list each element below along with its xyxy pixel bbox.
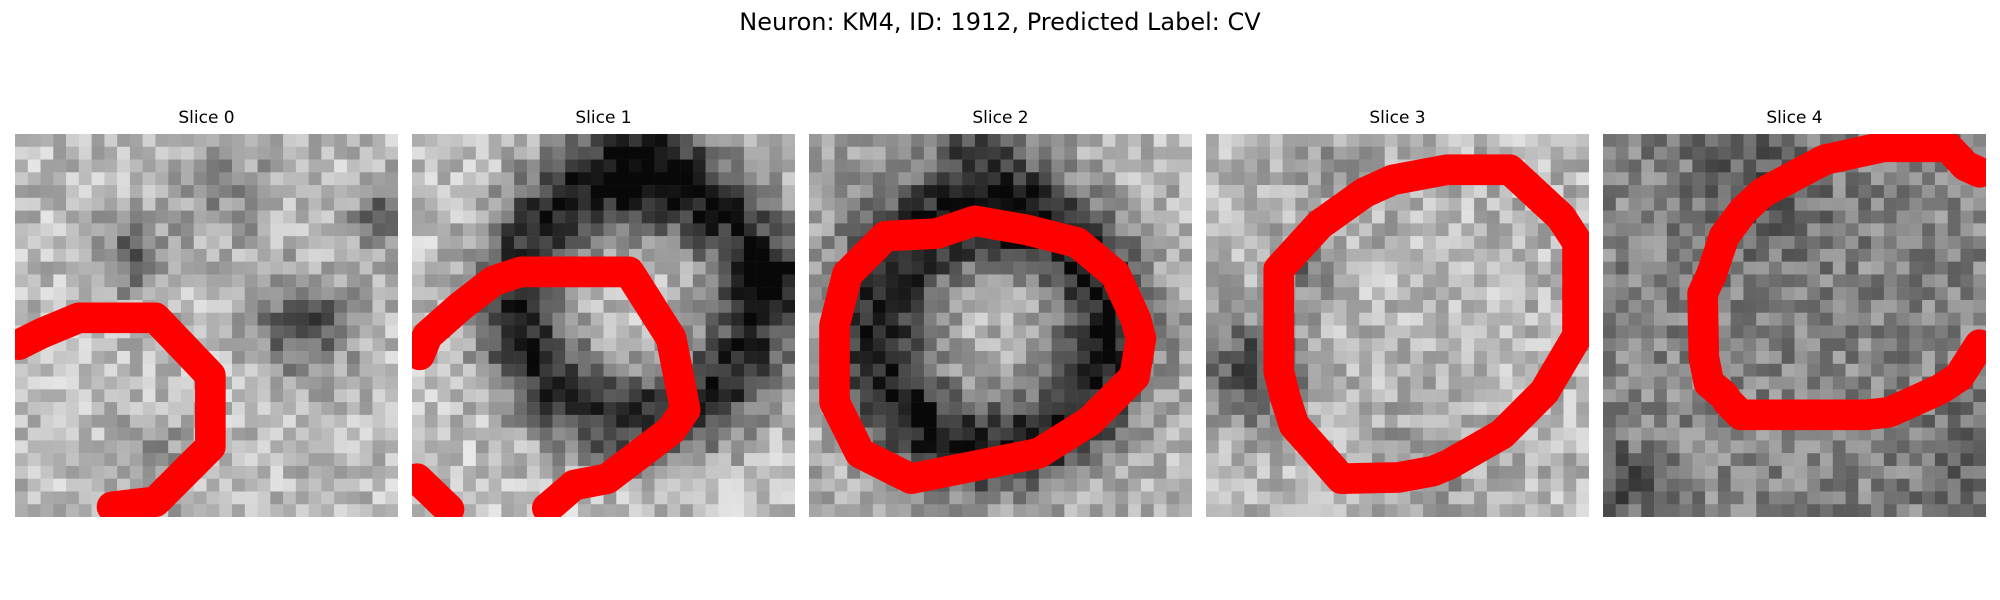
roi-contour [15,302,226,517]
slice-image [15,134,398,517]
slice-panel-3: Slice 3 [1206,108,1589,518]
slice-title: Slice 1 [575,108,632,128]
slice-panel-4: Slice 4 [1603,108,1986,518]
slice-image [1603,134,1986,517]
slice-panel-1: Slice 1 [412,108,795,518]
roi-contour [819,205,1157,495]
roi-contour [1263,154,1589,495]
slice-title: Slice 4 [1766,108,1823,128]
roi-contour [1696,134,1986,290]
slice-panel-0: Slice 0 [15,108,398,518]
figure-title: Neuron: KM4, ID: 1912, Predicted Label: … [739,8,1261,36]
slice-image [1206,134,1589,517]
roi-contour [412,256,701,517]
slice-title: Slice 2 [972,108,1029,128]
slice-title: Slice 3 [1369,108,1426,128]
roi-contour [1687,259,1986,431]
slice-title: Slice 0 [178,108,235,128]
slice-image [809,134,1192,517]
slice-image [412,134,795,517]
slice-panel-2: Slice 2 [809,108,1192,518]
roi-contour [412,463,465,517]
